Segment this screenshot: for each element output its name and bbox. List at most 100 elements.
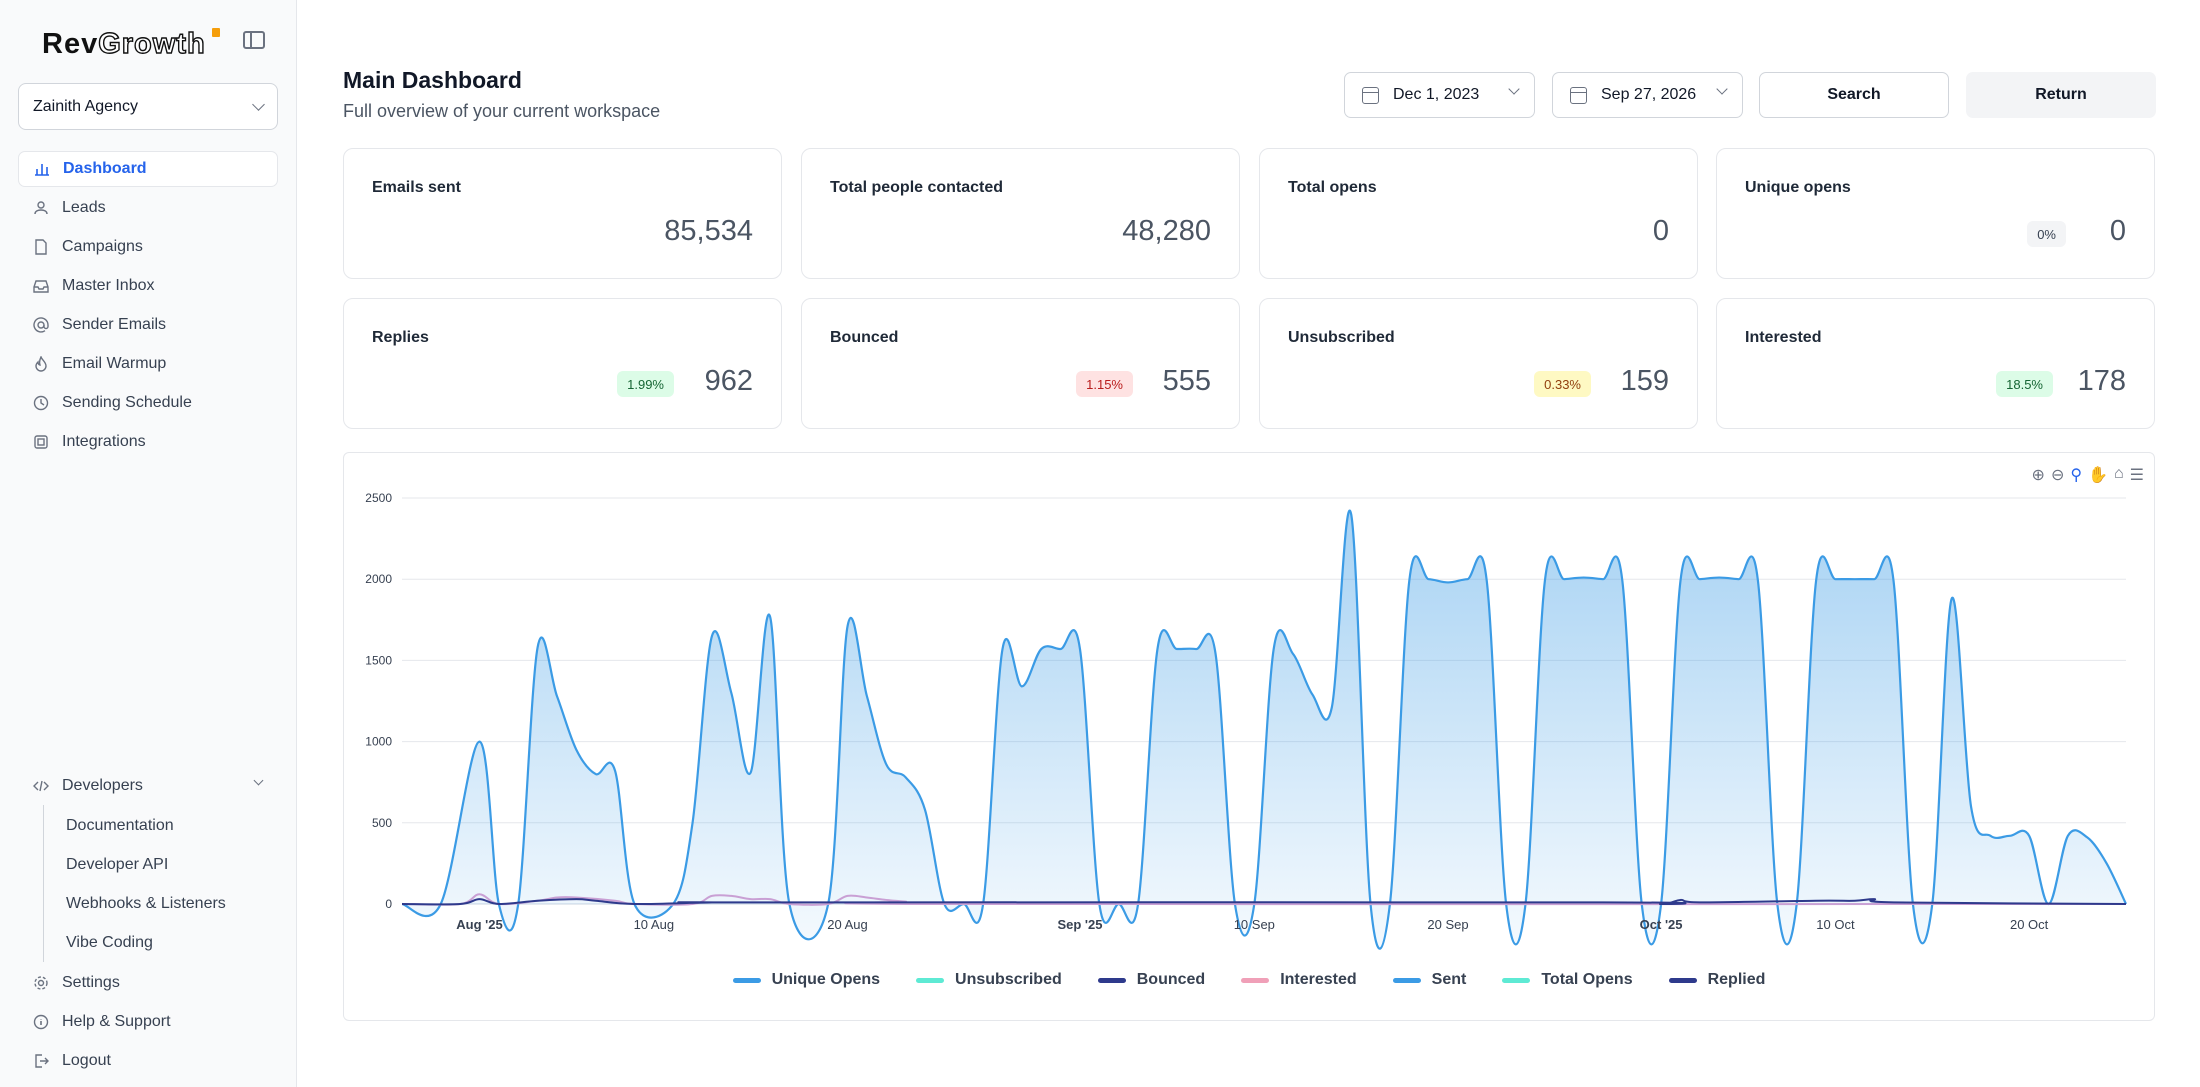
page-title: Main Dashboard [343,67,522,93]
sidebar-item-master-inbox[interactable]: Master Inbox [18,268,278,304]
legend-label: Unique Opens [771,971,881,988]
legend-item[interactable]: Unsubscribed [916,971,1062,989]
stat-value: 555 [1162,365,1211,397]
sidebar-item-campaigns[interactable]: Campaigns [18,229,278,265]
legend-label: Replied [1707,971,1766,988]
legend-item[interactable]: Total Opens [1502,971,1633,989]
stat-card-emails-sent: Emails sent 85,534 [343,148,782,279]
stat-label: Total people contacted [830,179,1004,196]
info-icon [32,1013,50,1031]
legend-label: Bounced [1136,971,1206,988]
legend-label: Sent [1431,971,1467,988]
activity-chart: ⊕ ⊖ ⚲ ✋ ⌂ ☰ 0 500 1000 1500 2000 2500 Aug '25… [343,452,2155,1021]
series-sent-area [402,510,2126,949]
stat-value: 85,534 [664,215,753,247]
legend-swatch [1097,977,1126,983]
menu-icon[interactable]: ☰ [2129,467,2144,484]
gear-icon [32,974,50,992]
stat-badge: 1.99% [617,371,674,397]
chevron-down-icon [1508,83,1520,95]
y-tick-label: 2000 [365,572,392,586]
sidebar-item-label: Leads [62,199,106,216]
logo-text-rev: Rev [42,28,99,60]
legend-swatch [1241,977,1270,983]
magnifier-icon[interactable]: ⚲ [2070,467,2083,484]
sidebar-toggle-icon[interactable] [243,31,265,49]
chevron-down-icon [253,775,264,786]
legend-label: Total Opens [1541,971,1633,988]
legend-item[interactable]: Replied [1668,971,1766,989]
calendar-icon [1570,86,1587,104]
code-icon [32,777,50,795]
zoom-out-icon[interactable]: ⊖ [2050,467,2065,484]
sidebar-item-developer-api[interactable]: Developer API [66,856,169,873]
bar-chart-icon [33,160,51,178]
x-tick-label: Sep '25 [1057,917,1102,932]
sidebar-item-label: Master Inbox [62,277,155,294]
sidebar-item-label: Sending Schedule [62,394,192,411]
stat-value: 178 [2077,365,2126,397]
sidebar-item-developers[interactable]: Developers [18,768,278,804]
sidebar-item-help-support[interactable]: Help & Support [18,1004,278,1040]
x-tick-label: 20 Oct [2010,917,2049,932]
sidebar-item-settings[interactable]: Settings [18,965,278,1001]
sidebar-item-dashboard[interactable]: Dashboard [18,151,278,187]
sidebar-item-documentation[interactable]: Documentation [66,817,174,834]
legend-swatch [1668,977,1697,983]
legend-item[interactable]: Unique Opens [732,971,881,989]
legend-item[interactable]: Bounced [1097,971,1206,989]
start-date-picker[interactable]: Dec 1, 2023 [1344,72,1535,118]
sidebar-item-label: Dashboard [63,160,147,177]
sidebar-item-label: Campaigns [62,238,143,255]
stat-label: Emails sent [372,179,461,196]
stat-value: 48,280 [1122,215,1211,247]
home-reset-icon[interactable]: ⌂ [2113,465,2124,482]
start-date-value: Dec 1, 2023 [1393,86,1480,103]
stat-card-unsubscribed: Unsubscribed 0.33% 159 [1259,298,1698,429]
stat-card-people-contacted: Total people contacted 48,280 [801,148,1240,279]
chart-legend: Unique Opens Unsubscribed Bounced Intereste… [344,971,2154,989]
logout-icon [32,1052,50,1070]
sidebar-item-sender-emails[interactable]: Sender Emails [18,307,278,343]
chart-toolbar: ⊕ ⊖ ⚲ ✋ ⌂ ☰ [2032,465,2144,485]
sidebar-item-label: Integrations [62,433,146,450]
sidebar-item-leads[interactable]: Leads [18,190,278,226]
legend-swatch [916,977,945,983]
logo-text-growth: Growth [98,27,206,60]
stat-card-total-opens: Total opens 0 [1259,148,1698,279]
legend-label: Unsubscribed [955,971,1062,988]
sidebar-item-webhooks[interactable]: Webhooks & Listeners [66,895,226,912]
chip-icon [32,433,50,451]
logo-badge-icon [212,28,220,37]
search-button[interactable]: Search [1759,72,1949,118]
sidebar-item-sending-schedule[interactable]: Sending Schedule [18,385,278,421]
workspace-select[interactable]: Zainith Agency [18,83,278,130]
sidebar-item-label: Logout [62,1052,111,1069]
legend-item[interactable]: Sent [1392,971,1467,989]
sidebar-item-label: Email Warmup [62,355,167,372]
pan-hand-icon[interactable]: ✋ [2088,467,2108,484]
logo[interactable]: RevGrowth [42,27,206,61]
return-button[interactable]: Return [1966,72,2156,118]
flame-icon [32,355,50,373]
legend-swatch [1392,977,1421,983]
stat-card-bounced: Bounced 1.15% 555 [801,298,1240,429]
sidebar-item-integrations[interactable]: Integrations [18,424,278,460]
sidebar-item-email-warmup[interactable]: Email Warmup [18,346,278,382]
zoom-in-icon[interactable]: ⊕ [2031,467,2045,484]
legend-item[interactable]: Interested [1241,971,1357,989]
chevron-down-icon [1716,83,1728,95]
x-tick-label: Oct '25 [1640,917,1683,932]
sidebar-item-label: Developers [62,777,143,794]
end-date-picker[interactable]: Sep 27, 2026 [1552,72,1743,118]
y-tick-label: 1000 [365,735,392,749]
sidebar-item-logout[interactable]: Logout [18,1043,278,1079]
stat-label: Unique opens [1745,179,1851,196]
stat-value: 159 [1620,365,1669,397]
stat-label: Total opens [1288,179,1377,196]
sidebar-item-vibe-coding[interactable]: Vibe Coding [66,934,153,951]
stat-value: 962 [704,365,753,397]
submenu-guide-line [43,805,44,962]
x-tick-label: 10 Sep [1234,917,1275,932]
x-tick-label: 10 Oct [1816,917,1855,932]
